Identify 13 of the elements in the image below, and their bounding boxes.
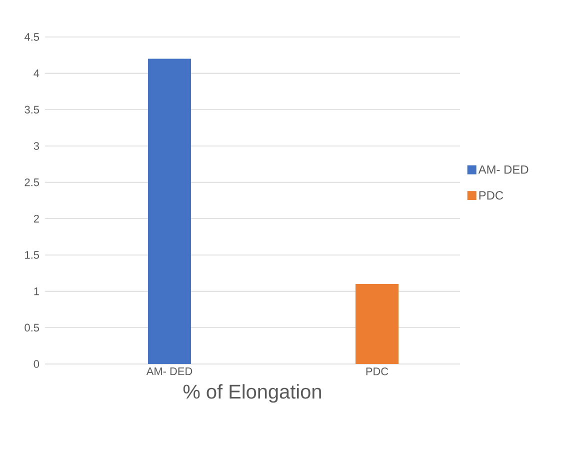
y-tick-label: 0 (34, 360, 40, 368)
y-tick-label: 2.5 (24, 178, 40, 186)
y-tick-label: 3 (34, 142, 40, 150)
y-tick-label: 1.5 (25, 251, 40, 259)
y-tick-label: 0.5 (24, 324, 40, 332)
y-tick-label: 4 (34, 70, 40, 78)
y-tick-label: 4.5 (24, 33, 40, 41)
x-axis-title: % of Elongation (183, 384, 321, 403)
y-tick-label: 2 (34, 214, 39, 222)
legend-label: AM- DED (478, 165, 528, 174)
y-tick-label: 3.5 (24, 106, 40, 114)
legend-label: PDC (479, 191, 504, 200)
y-tick-label: 1 (34, 288, 39, 296)
